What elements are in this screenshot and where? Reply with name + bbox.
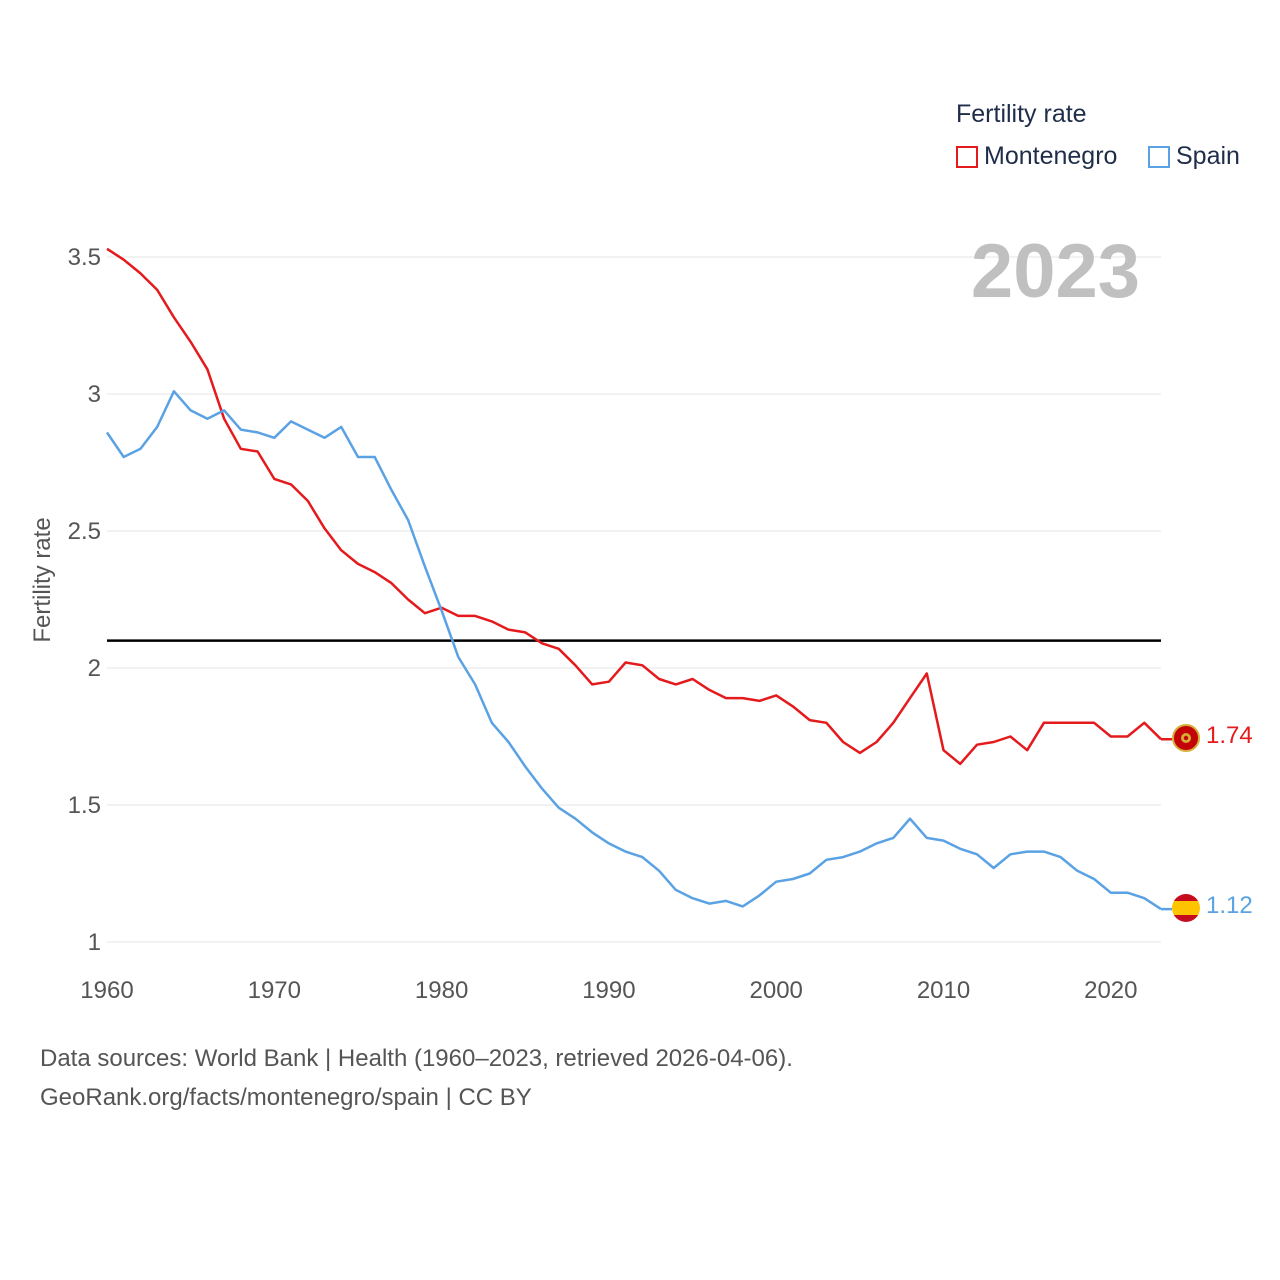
series-lines	[105, 247, 1172, 911]
x-tick-label: 2000	[750, 977, 803, 1004]
source-line-2[interactable]: GeoRank.org/facts/montenegro/spain | CC …	[40, 1084, 532, 1111]
source-line-1: Data sources: World Bank | Health (1960–…	[40, 1045, 793, 1072]
y-tick-label: 3.5	[68, 244, 101, 271]
legend-item-montenegro[interactable]: Montenegro	[956, 142, 1117, 171]
x-tick-label: 2010	[917, 977, 970, 1004]
year-label: 2023	[970, 229, 1140, 314]
x-axis-ticks: 1960 1970 1980 1990 2000 2010 2020	[80, 977, 1137, 1004]
x-tick-label: 1970	[248, 977, 301, 1004]
y-axis-label: Fertility rate	[29, 517, 56, 643]
series-line-spain	[105, 390, 1162, 911]
spain-end-value: 1.12	[1206, 892, 1253, 919]
legend-label-montenegro: Montenegro	[984, 142, 1118, 170]
y-tick-label: 1	[88, 929, 101, 956]
x-tick-label: 1960	[80, 977, 133, 1004]
x-tick-label: 1980	[415, 977, 468, 1004]
y-tick-label: 2	[88, 655, 101, 682]
montenegro-flag-icon	[1172, 724, 1200, 752]
legend-item-spain[interactable]: Spain	[1148, 142, 1240, 171]
x-tick-label: 1990	[582, 977, 635, 1004]
montenegro-end-value: 1.74	[1206, 722, 1253, 749]
y-axis-ticks: 1 1.5 2 2.5 3 3.5	[68, 244, 101, 956]
series-line-montenegro	[106, 247, 1162, 766]
gridlines	[107, 256, 1161, 943]
legend-swatch-spain	[1148, 145, 1170, 168]
x-tick-label: 2020	[1084, 977, 1137, 1004]
legend-label-spain: Spain	[1176, 142, 1240, 170]
y-tick-label: 1.5	[68, 792, 101, 819]
spain-flag-icon	[1172, 894, 1200, 922]
y-tick-label: 3	[88, 381, 101, 408]
legend-title: Fertility rate	[956, 100, 1087, 128]
legend-swatch-montenegro	[956, 145, 978, 168]
y-tick-label: 2.5	[68, 518, 101, 545]
